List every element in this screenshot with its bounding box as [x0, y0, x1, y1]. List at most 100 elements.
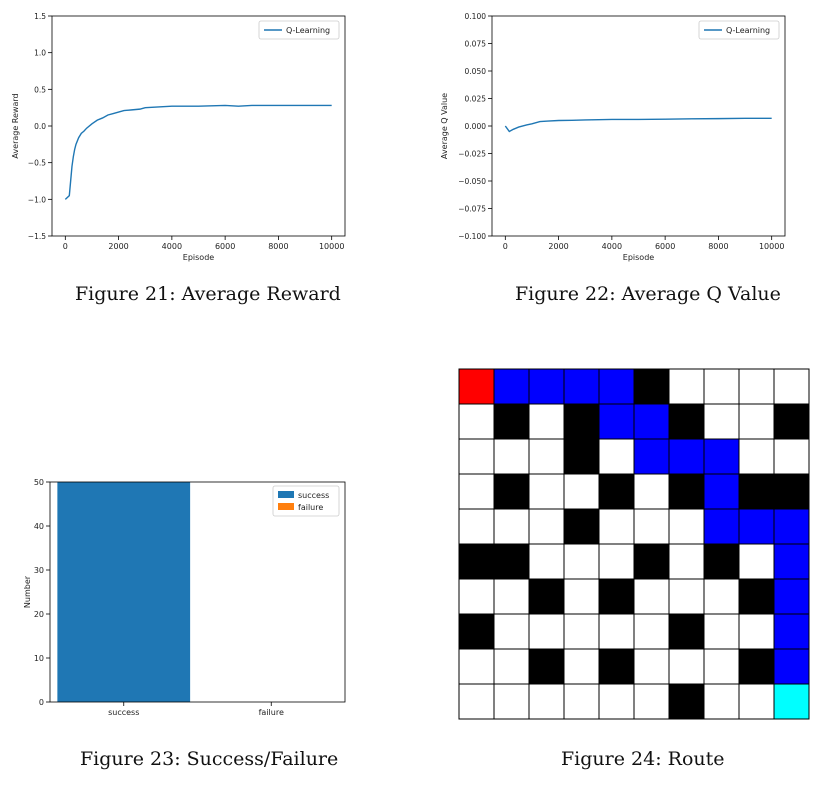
grid-cell [598, 648, 635, 685]
plot-frame [51, 15, 346, 237]
grid-cell [493, 508, 530, 545]
grid-cell [738, 508, 775, 545]
figure-23-caption: Figure 23: Success/Failure [80, 748, 339, 770]
y-tick-label: −0.100 [458, 232, 486, 241]
y-axis-label: Average Q Value [440, 93, 449, 159]
y-tick-label: −1.0 [28, 195, 46, 204]
grid-cell [703, 683, 740, 720]
grid-cell [598, 578, 635, 615]
grid-cell [493, 613, 530, 650]
y-tick-label: 1.5 [34, 12, 46, 21]
legend-box [698, 20, 780, 40]
y-tick-label: −0.025 [458, 150, 486, 159]
grid-cell [598, 438, 635, 475]
y-axis-label: Average Reward [11, 93, 20, 158]
grid-cell [493, 683, 530, 720]
grid-cell [563, 648, 600, 685]
grid-cell [738, 403, 775, 440]
legend-label: failure [298, 503, 323, 512]
y-tick-label: 20 [34, 610, 44, 619]
plot-frame [491, 15, 786, 237]
y-tick-label: −0.5 [28, 159, 46, 168]
grid-cell [598, 508, 635, 545]
grid-cell [528, 403, 565, 440]
grid-cell [668, 438, 705, 475]
average-q-value-chart: 0 2000 4000 6000 8000 10000 −0.100 −0.075 −0.050… [440, 12, 786, 262]
x-tick-label: 6000 [655, 242, 675, 251]
grid-cell [458, 613, 495, 650]
y-tick-label: −0.075 [458, 205, 486, 214]
grid-cell [668, 543, 705, 580]
grid-cell [773, 578, 810, 615]
grid-cell [633, 368, 670, 405]
grid-cell [738, 578, 775, 615]
grid-cell [493, 403, 530, 440]
grid-cell [668, 403, 705, 440]
grid-cell [458, 543, 495, 580]
y-tick-label: 0.075 [465, 40, 487, 49]
grid-cell [458, 368, 495, 405]
y-tick-label: 40 [34, 522, 44, 531]
grid-cell [493, 368, 530, 405]
grid-cell [738, 683, 775, 720]
grid-cell [633, 508, 670, 545]
grid-cell [633, 473, 670, 510]
grid-cell [633, 578, 670, 615]
x-tick-label: 4000 [162, 242, 182, 251]
grid-cell [703, 473, 740, 510]
y-tick-label: 0.000 [465, 122, 487, 131]
figure-21-caption: Figure 21: Average Reward [75, 283, 341, 305]
x-axis-label: Episode [183, 253, 214, 262]
grid-cell [563, 613, 600, 650]
grid-cell [493, 543, 530, 580]
y-tick-label: −1.5 [28, 232, 46, 241]
grid-cell [563, 683, 600, 720]
grid-cell [703, 403, 740, 440]
grid-cell [528, 648, 565, 685]
x-tick-label: 0 [503, 242, 508, 251]
grid-cell [668, 613, 705, 650]
grid-cell [528, 438, 565, 475]
grid-cell [633, 543, 670, 580]
grid-cell [528, 543, 565, 580]
grid-cell [773, 403, 810, 440]
grid-cell [633, 403, 670, 440]
grid-cell [563, 403, 600, 440]
grid-cell [528, 613, 565, 650]
grid-cell [738, 543, 775, 580]
y-tick-label: 0.0 [34, 122, 46, 131]
grid-cell [773, 368, 810, 405]
y-tick-label: 0.050 [465, 67, 487, 76]
legend-label: success [298, 491, 329, 500]
y-tick-label: −0.050 [458, 177, 486, 186]
grid-cell [458, 473, 495, 510]
plot-frame [49, 481, 346, 703]
grid-cell [633, 683, 670, 720]
grid-cell [738, 438, 775, 475]
series-line [504, 117, 772, 133]
grid-cell [598, 368, 635, 405]
grid-cell [598, 473, 635, 510]
y-tick-label: 0.100 [465, 12, 487, 21]
grid-cell [528, 578, 565, 615]
grid-cell [528, 683, 565, 720]
grid-cell [458, 508, 495, 545]
y-axis-label: Number [23, 575, 32, 608]
x-tick-label: 8000 [268, 242, 288, 251]
grid-cell [668, 683, 705, 720]
y-tick-label: 1.0 [34, 49, 46, 58]
y-tick-label: 50 [34, 478, 44, 487]
grid-cell [563, 543, 600, 580]
grid-cell [668, 368, 705, 405]
grid-cell [738, 613, 775, 650]
grid-cell [668, 648, 705, 685]
grid-cell [458, 683, 495, 720]
grid-cell [563, 473, 600, 510]
grid-cell [773, 543, 810, 580]
average-reward-chart: 0 2000 4000 6000 8000 10000 −1.5 −1.0 −0.5 0.0 0.5… [11, 12, 346, 262]
grid-cell [493, 648, 530, 685]
x-tick-label: 8000 [708, 242, 728, 251]
success-failure-chart: success failure 0 10 20 30 40 50 Number success fa… [23, 478, 346, 717]
legend-swatch [278, 503, 294, 510]
x-tick-label: failure [259, 708, 284, 717]
